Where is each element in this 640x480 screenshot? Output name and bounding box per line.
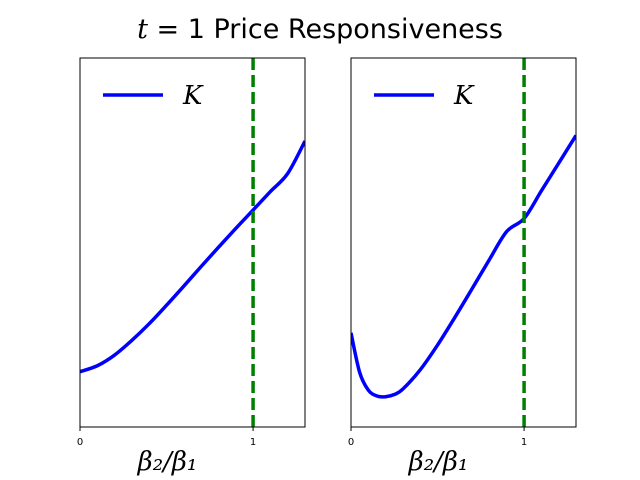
legend-label: K [182,81,204,111]
chart-panel-right: 0 1 β₂/β₁ K [348,57,577,477]
x-tick-label: 1 [521,437,527,448]
x-tick-label: 1 [250,437,256,448]
x-axis-label: β₂/β₁ [137,447,198,477]
plot-frame [79,57,306,428]
legend-label: K [453,81,475,111]
figure-title: t = 1 Price Responsiveness [137,14,503,45]
plot-frame [350,57,577,428]
series-line-k [351,134,576,399]
x-tick-label: 0 [77,437,83,448]
chart-panel-left: 0 1 β₂/β₁ K [77,57,306,477]
x-axis-label: β₂/β₁ [408,447,469,477]
x-tick-label: 0 [348,437,354,448]
series-line-k [80,140,305,374]
